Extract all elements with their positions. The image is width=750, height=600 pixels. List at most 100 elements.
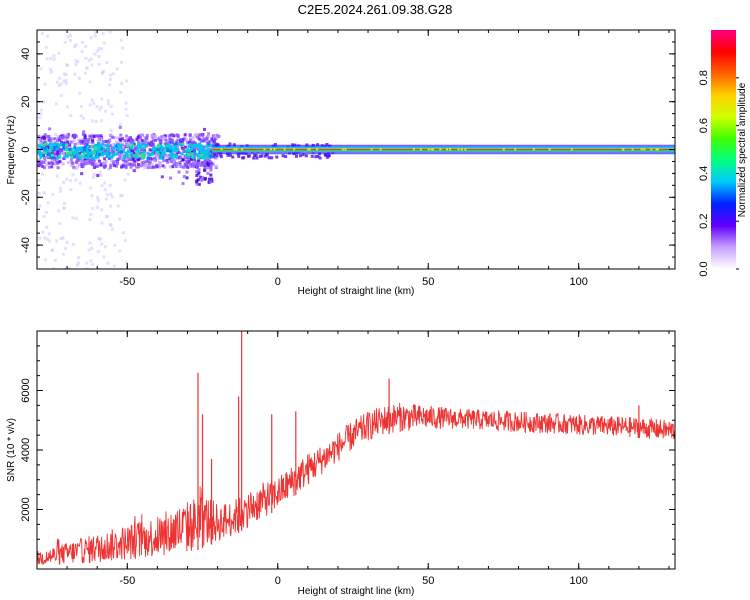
band-cell: [88, 158, 92, 162]
noise-cell: [49, 56, 53, 60]
noise-cell: [40, 32, 44, 36]
band-cell: [201, 134, 205, 138]
band-cell: [153, 148, 157, 152]
band-cell: [116, 157, 120, 161]
core-cell: [199, 144, 203, 148]
band-cell: [171, 140, 175, 144]
x-tick-label: -50: [119, 575, 135, 587]
noise-cell: [55, 174, 59, 178]
noise-cell: [100, 242, 104, 246]
noise-cell: [74, 43, 78, 47]
band-cell: [167, 134, 171, 138]
band-cell: [178, 161, 182, 165]
band-cell: [156, 137, 160, 141]
core-cell: [100, 147, 104, 151]
band-cell: [100, 138, 104, 142]
band-cell: [101, 161, 105, 165]
band-cell: [40, 160, 44, 164]
band-cell: [205, 137, 209, 141]
band-cell: [56, 151, 60, 155]
core-cell: [63, 155, 67, 159]
band-cell: [103, 157, 107, 161]
core-cell: [41, 145, 45, 149]
tail-cell: [188, 162, 192, 166]
band-cell: [50, 137, 54, 141]
band-cell: [109, 163, 113, 167]
core-cell: [124, 151, 128, 155]
line-dot: [464, 148, 467, 151]
band-cell: [87, 159, 91, 163]
band-cell: [215, 133, 219, 137]
core-cell: [99, 145, 103, 149]
band-cell: [109, 133, 113, 137]
noise-cell: [64, 79, 68, 83]
core-cell: [160, 153, 164, 157]
noise-cell: [113, 243, 117, 247]
band-cell: [37, 158, 41, 162]
band-cell: [143, 160, 147, 164]
core-cell: [175, 148, 179, 152]
band-cell: [122, 147, 126, 151]
core-cell: [166, 149, 170, 153]
core-cell: [97, 149, 101, 153]
band-cell: [132, 169, 136, 173]
noise-cell: [57, 51, 61, 55]
core-cell: [132, 154, 136, 158]
core-cell: [136, 148, 140, 152]
band-cell: [42, 135, 46, 139]
band-cell: [106, 140, 110, 144]
core-cell: [110, 155, 114, 159]
core-cell: [96, 148, 100, 152]
noise-cell: [93, 34, 97, 38]
core-cell: [191, 155, 195, 159]
noise-cell: [74, 63, 78, 67]
band-cell: [98, 139, 102, 143]
band-cell: [111, 135, 115, 139]
noise-cell: [64, 267, 68, 269]
band-cell: [331, 150, 335, 154]
noise-cell: [116, 204, 120, 208]
band-cell: [89, 137, 93, 141]
core-cell: [73, 148, 77, 152]
noise-cell: [45, 225, 49, 229]
band-cell: [40, 152, 44, 156]
noise-cell: [100, 221, 104, 225]
noise-cell: [59, 189, 63, 193]
tail-cell: [190, 157, 194, 161]
band-cell: [91, 141, 95, 145]
core-cell: [152, 147, 156, 151]
core-cell: [48, 142, 52, 146]
band-cell: [152, 144, 156, 148]
band-cell: [50, 165, 54, 169]
band-cell: [182, 165, 186, 169]
core-cell: [45, 147, 49, 151]
band-cell: [155, 163, 159, 167]
band-cell: [43, 166, 47, 170]
band-cell: [138, 151, 142, 155]
noise-cell: [100, 47, 104, 51]
snr-content: [37, 331, 675, 565]
tail-cell: [201, 176, 205, 180]
noise-cell: [54, 102, 58, 106]
core-cell: [209, 154, 213, 158]
noise-cell: [121, 46, 125, 50]
band-cell: [179, 155, 183, 159]
core-cell: [71, 151, 75, 155]
line-dot: [643, 148, 646, 151]
band-cell: [118, 154, 122, 158]
band-cell: [56, 149, 60, 153]
band-cell: [149, 143, 153, 147]
tail-cell: [197, 161, 201, 165]
line-dot: [220, 148, 223, 151]
core-cell: [93, 146, 97, 150]
tail-cell: [199, 163, 203, 167]
line-dot: [263, 148, 266, 151]
band-cell: [162, 155, 166, 159]
band-cell: [301, 153, 305, 157]
band-cell: [294, 154, 298, 158]
tail-cell: [210, 177, 214, 181]
y-tick-label: -40: [20, 237, 32, 253]
band-cell: [111, 160, 115, 164]
band-cell: [195, 132, 199, 136]
band-cell: [142, 142, 146, 146]
